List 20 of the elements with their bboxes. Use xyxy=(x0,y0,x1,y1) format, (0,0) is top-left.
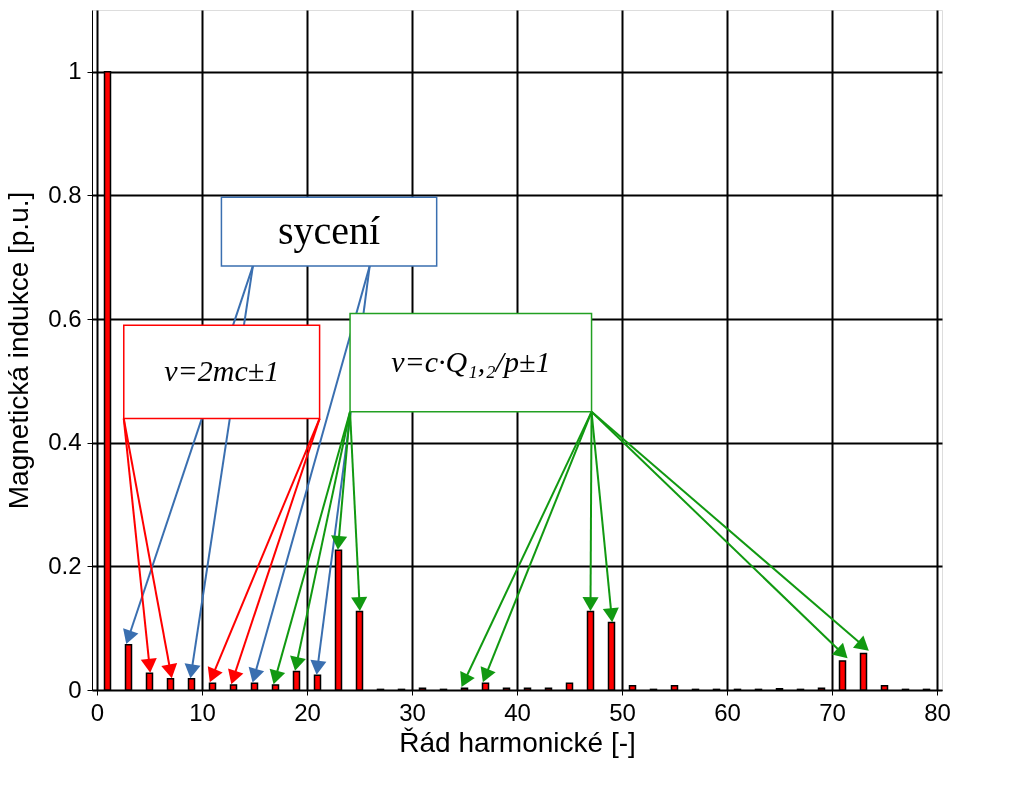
y-tick-label: 0.4 xyxy=(48,428,82,456)
x-tick-label: 70 xyxy=(819,698,846,726)
x-tick-label: 60 xyxy=(714,698,741,726)
x-tick-label: 80 xyxy=(924,698,951,726)
y-tick-label: 0 xyxy=(68,675,82,703)
annotation: ν=2mc±1 xyxy=(164,353,280,387)
y-axis-title: Magnetická indukce [p.u.] xyxy=(3,191,35,510)
x-tick-label: 30 xyxy=(399,698,426,726)
annotation: ν=c·Q₁,₂/p±1 xyxy=(391,344,551,378)
x-tick-label: 0 xyxy=(90,698,105,726)
y-tick-label: 0.6 xyxy=(48,304,82,332)
x-tick-label: 50 xyxy=(609,698,636,726)
y-tick-label: 0.8 xyxy=(48,180,82,208)
y-tick-label: 1 xyxy=(68,57,82,85)
x-tick-label: 20 xyxy=(294,698,321,726)
y-tick-label: 0.2 xyxy=(48,551,82,579)
annotation: sycení xyxy=(277,207,381,253)
x-axis-title: Řád harmonické [-] xyxy=(399,726,636,758)
x-tick-label: 10 xyxy=(189,698,216,726)
x-tick-label: 40 xyxy=(504,698,531,726)
